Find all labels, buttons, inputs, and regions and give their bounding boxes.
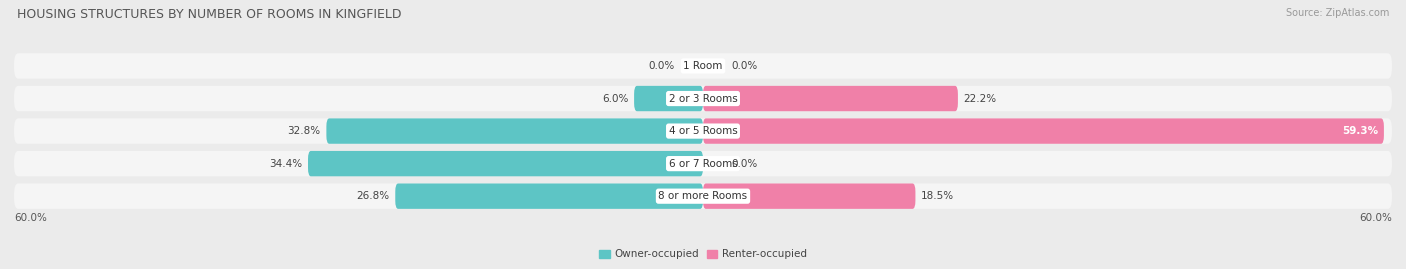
Text: 8 or more Rooms: 8 or more Rooms: [658, 191, 748, 201]
Text: 4 or 5 Rooms: 4 or 5 Rooms: [669, 126, 737, 136]
FancyBboxPatch shape: [14, 183, 1392, 209]
Text: 0.0%: 0.0%: [648, 61, 675, 71]
FancyBboxPatch shape: [634, 86, 703, 111]
FancyBboxPatch shape: [703, 118, 1384, 144]
Text: 59.3%: 59.3%: [1343, 126, 1378, 136]
Text: Source: ZipAtlas.com: Source: ZipAtlas.com: [1285, 8, 1389, 18]
Text: 32.8%: 32.8%: [287, 126, 321, 136]
FancyBboxPatch shape: [703, 183, 915, 209]
FancyBboxPatch shape: [14, 53, 1392, 79]
Text: 26.8%: 26.8%: [356, 191, 389, 201]
Text: 34.4%: 34.4%: [269, 159, 302, 169]
Text: HOUSING STRUCTURES BY NUMBER OF ROOMS IN KINGFIELD: HOUSING STRUCTURES BY NUMBER OF ROOMS IN…: [17, 8, 401, 21]
FancyBboxPatch shape: [14, 118, 1392, 144]
Text: 60.0%: 60.0%: [14, 213, 46, 223]
Text: 0.0%: 0.0%: [731, 61, 758, 71]
Text: 18.5%: 18.5%: [921, 191, 955, 201]
FancyBboxPatch shape: [395, 183, 703, 209]
Text: 22.2%: 22.2%: [963, 94, 997, 104]
Text: 60.0%: 60.0%: [1360, 213, 1392, 223]
FancyBboxPatch shape: [703, 86, 957, 111]
Text: 0.0%: 0.0%: [731, 159, 758, 169]
Text: 1 Room: 1 Room: [683, 61, 723, 71]
Text: 6 or 7 Rooms: 6 or 7 Rooms: [669, 159, 737, 169]
Legend: Owner-occupied, Renter-occupied: Owner-occupied, Renter-occupied: [595, 245, 811, 264]
FancyBboxPatch shape: [14, 86, 1392, 111]
FancyBboxPatch shape: [308, 151, 703, 176]
FancyBboxPatch shape: [14, 151, 1392, 176]
Text: 6.0%: 6.0%: [602, 94, 628, 104]
FancyBboxPatch shape: [326, 118, 703, 144]
Text: 2 or 3 Rooms: 2 or 3 Rooms: [669, 94, 737, 104]
